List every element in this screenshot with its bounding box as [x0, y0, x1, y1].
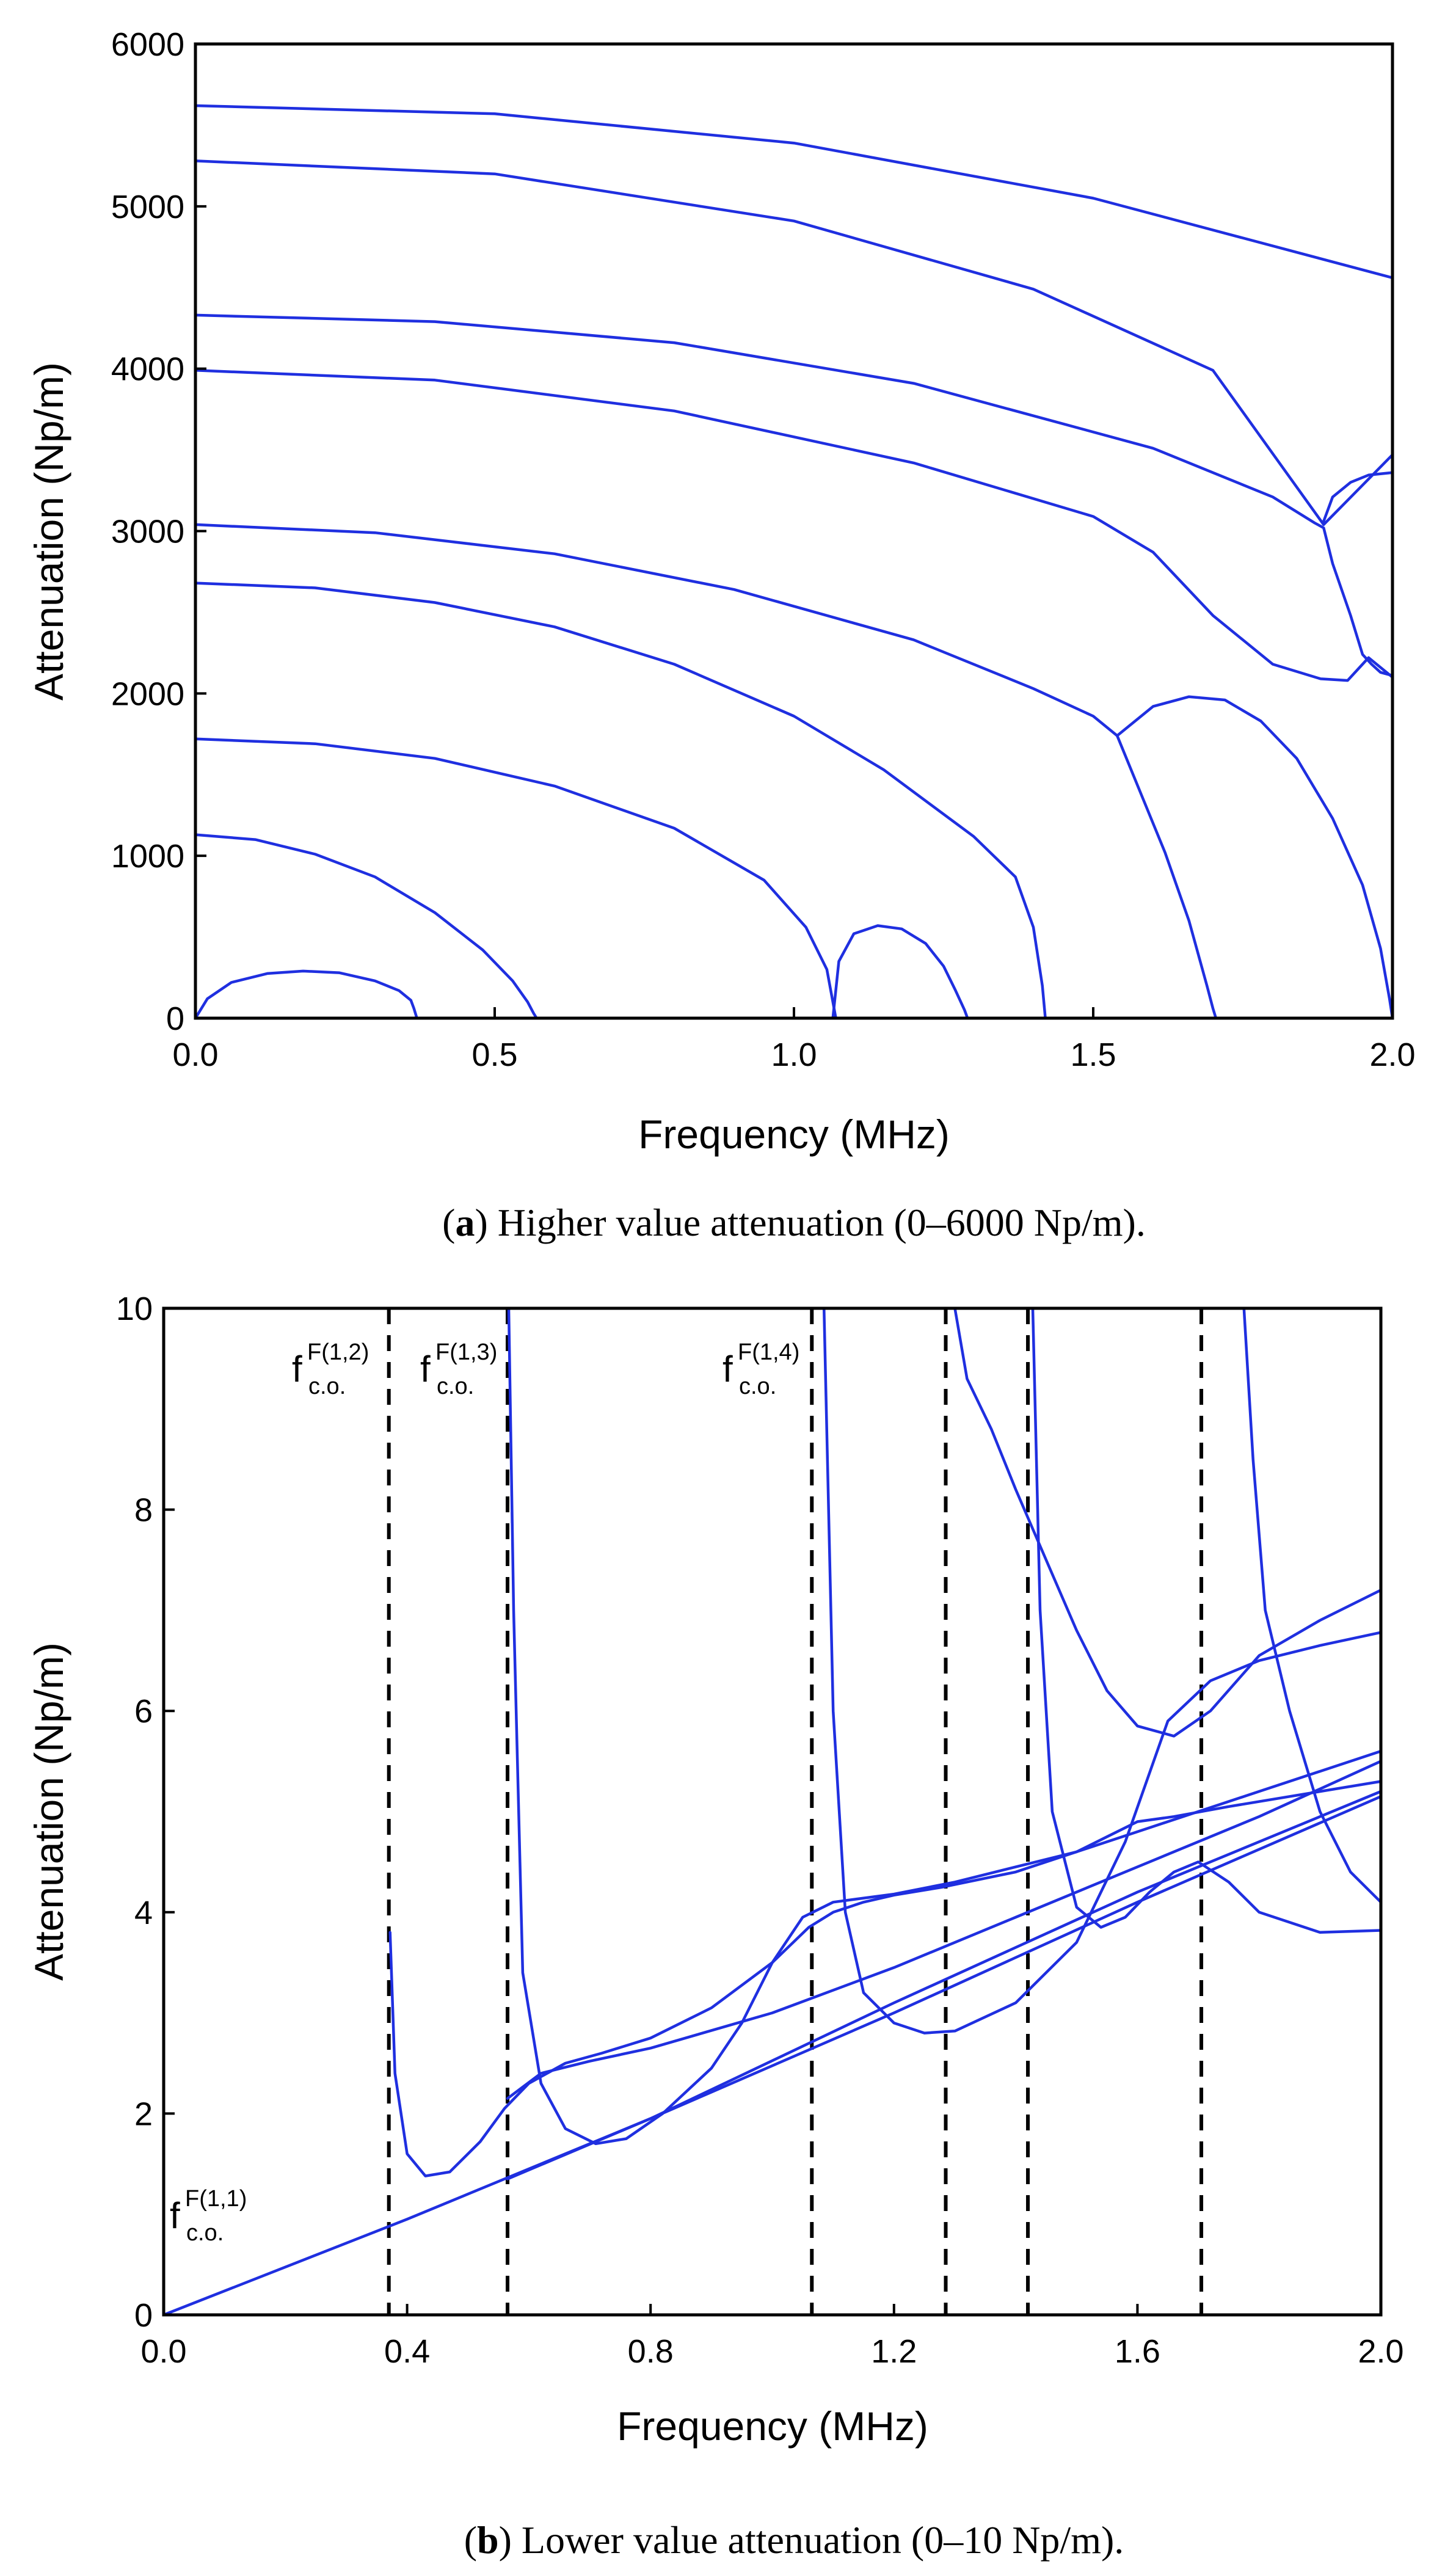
chart-a-series-9	[194, 369, 1394, 682]
annotation-f11: f F(1,1) c.o.	[170, 2186, 247, 2246]
chart-a-xtick-label: 1.5	[1070, 1036, 1116, 1073]
svg-text:c.o.: c.o.	[186, 2220, 224, 2246]
chart-a-series-5	[194, 581, 1394, 1020]
chart-b-ytick-label: 2	[134, 2096, 153, 2132]
svg-text:c.o.: c.o.	[437, 1374, 474, 1399]
chart-a-plot-frame	[194, 42, 1394, 1020]
chart-a-series-12	[194, 159, 1394, 526]
svg-text:f: f	[170, 2195, 180, 2236]
chart-b-series-3	[506, 1760, 1383, 2100]
chart-a-xtick-label: 0.5	[471, 1036, 517, 1073]
svg-text:f: f	[420, 1349, 431, 1390]
chart-b-xtick-label: 0.8	[628, 2333, 674, 2370]
svg-text:c.o.: c.o.	[308, 1374, 346, 1399]
chart-b-ytick-label: 10	[116, 1291, 153, 1327]
chart-a-ytick-label: 6000	[111, 26, 184, 63]
chart-a-caption: (a) Higher value attenuation (0–6000 Np/…	[442, 1201, 1146, 1244]
chart-b-series-2	[506, 1790, 1383, 2180]
chart-b-ytick-label: 4	[134, 1895, 153, 1931]
chart-b-series-1	[162, 1795, 1383, 2317]
chart-a-ytick-label: 0	[166, 1000, 184, 1037]
chart-a-series-7	[1115, 695, 1394, 1020]
svg-text:f: f	[723, 1349, 733, 1390]
chart-b-series-5	[507, 1306, 1383, 2146]
chart-a-ytick-label: 5000	[111, 189, 184, 225]
chart-b-yticks: 0 2 4 6 8 10	[116, 1291, 175, 2334]
chart-b-ytick-label: 0	[134, 2297, 153, 2334]
chart-a-ytick-label: 2000	[111, 676, 184, 712]
chart-a-xtick-label: 2.0	[1369, 1036, 1415, 1073]
chart-b-xlabel: Frequency (MHz)	[617, 2403, 928, 2449]
chart-a-ylabel: Attenuation (Np/m)	[26, 362, 71, 701]
chart-a-series-13	[194, 104, 1394, 280]
svg-text:F(1,3): F(1,3)	[435, 1339, 497, 1365]
chart-b-xtick-label: 2.0	[1358, 2333, 1403, 2370]
chart-b-xticks: 0.0 0.4 0.8 1.2 1.6 2.0	[140, 2304, 1404, 2370]
chart-a-xtick-label: 1.0	[771, 1036, 817, 1073]
svg-text:f: f	[292, 1349, 302, 1390]
chart-b-cutoff-lines	[387, 1308, 1204, 2315]
chart-b-ylabel: Attenuation (Np/m)	[26, 1642, 71, 1981]
annotation-f14: f F(1,4) c.o.	[723, 1339, 799, 1399]
chart-a-curves	[194, 104, 1394, 1020]
chart-a-series-1	[194, 969, 1394, 1020]
chart-b-series-7	[953, 1306, 1383, 1738]
chart-b-xtick-label: 0.4	[384, 2333, 430, 2370]
chart-a-xlabel: Frequency (MHz)	[638, 1112, 950, 1157]
chart-a-series-3	[194, 737, 837, 1020]
chart-b-plot-frame	[162, 1306, 1383, 2317]
chart-a-series-6	[194, 523, 1119, 737]
svg-text:F(1,2): F(1,2)	[307, 1339, 369, 1365]
chart-a: 0.0 0.5 1.0 1.5 2.0 0 1000 2000 3000 4000 5000 600…	[26, 26, 1416, 1244]
chart-b-ytick-label: 6	[134, 1693, 153, 1730]
chart-a-series-10	[194, 313, 1394, 677]
chart-a-ytick-label: 3000	[111, 514, 184, 550]
chart-a-xticks: 0.0 0.5 1.0 1.5 2.0	[172, 1007, 1416, 1073]
chart-b: 0.0 0.4 0.8 1.2 1.6 2.0 0 2 4 6 8 10 f F(1,1) c.o.…	[26, 1291, 1404, 2562]
annotation-f12: f F(1,2) c.o.	[292, 1339, 369, 1399]
chart-a-yticks: 0 1000 2000 3000 4000 5000 6000	[111, 26, 206, 1037]
chart-b-series-6	[822, 1306, 1383, 2035]
svg-text:F(1,1): F(1,1)	[185, 2186, 247, 2212]
chart-b-caption: (b) Lower value attenuation (0–10 Np/m).	[464, 2518, 1124, 2562]
chart-b-ytick-label: 8	[134, 1492, 153, 1529]
chart-a-series-11	[1322, 471, 1394, 523]
chart-a-series-8	[1115, 734, 1394, 1020]
chart-a-series-4	[831, 924, 1394, 1020]
chart-b-curves	[162, 1306, 1383, 2317]
chart-b-series-8	[1031, 1306, 1383, 1934]
chart-b-xtick-label: 1.2	[871, 2333, 917, 2370]
chart-a-xtick-label: 0.0	[172, 1036, 218, 1073]
chart-b-xtick-label: 1.6	[1115, 2333, 1160, 2370]
annotation-f13: f F(1,3) c.o.	[420, 1339, 497, 1399]
chart-b-series-9	[1242, 1306, 1383, 1904]
svg-text:F(1,4): F(1,4)	[738, 1339, 799, 1365]
chart-a-ytick-label: 4000	[111, 351, 184, 388]
svg-text:c.o.: c.o.	[739, 1374, 776, 1399]
chart-a-ytick-label: 1000	[111, 838, 184, 875]
chart-a-series-2	[194, 833, 1394, 1020]
chart-b-series-4	[388, 1749, 1383, 2177]
chart-b-xtick-label: 0.0	[140, 2333, 186, 2370]
